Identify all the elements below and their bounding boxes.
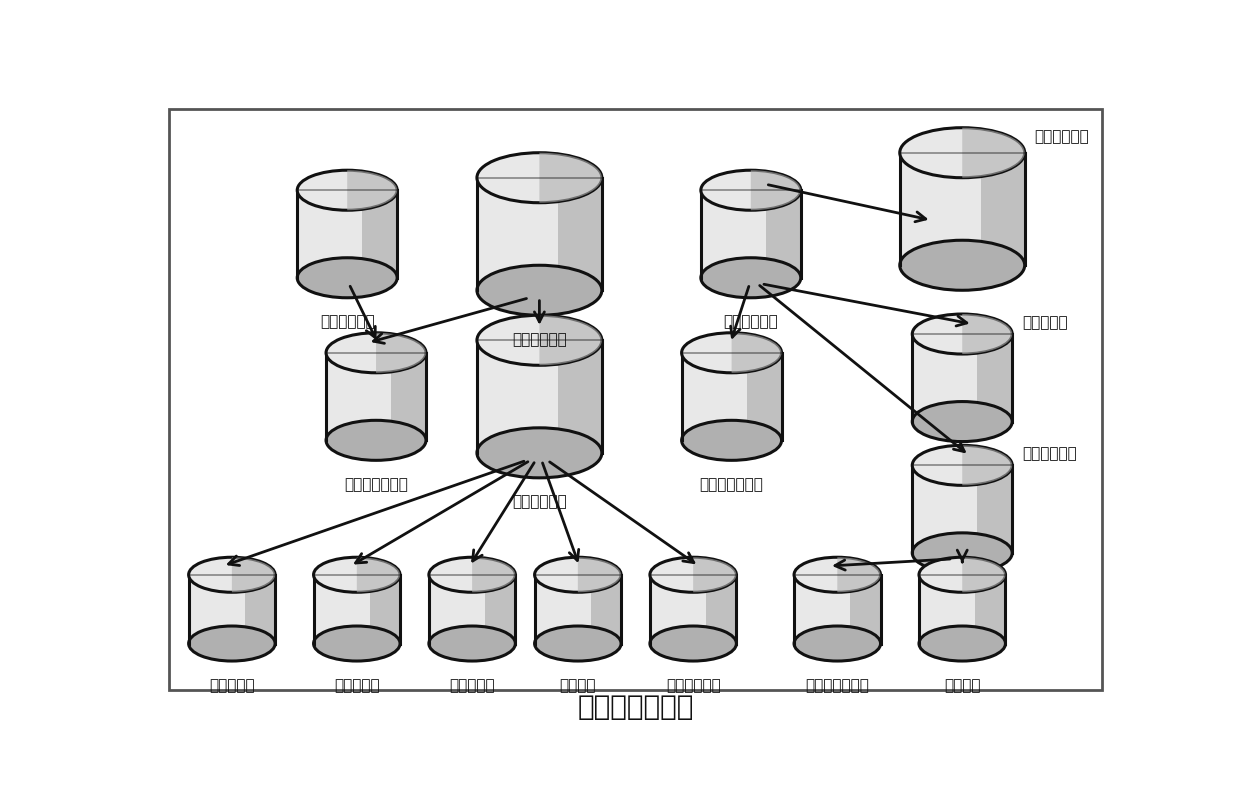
- Bar: [391, 354, 427, 440]
- Text: 预埋打孔参数: 预埋打孔参数: [1022, 446, 1076, 461]
- Ellipse shape: [298, 171, 397, 211]
- Polygon shape: [357, 557, 401, 593]
- Bar: [650, 575, 737, 644]
- Polygon shape: [693, 557, 737, 593]
- Text: 固定门结构: 固定门结构: [449, 677, 495, 692]
- Bar: [919, 575, 1006, 644]
- Ellipse shape: [650, 626, 737, 661]
- Text: 门体结构参数: 门体结构参数: [512, 494, 567, 508]
- Bar: [975, 575, 1006, 644]
- Bar: [326, 354, 427, 440]
- Ellipse shape: [477, 315, 601, 366]
- Bar: [485, 575, 516, 644]
- Ellipse shape: [919, 557, 1006, 593]
- Bar: [298, 191, 397, 278]
- Ellipse shape: [188, 626, 275, 661]
- Text: 应急门位置参数: 应急门位置参数: [699, 476, 764, 491]
- Bar: [188, 575, 275, 644]
- Bar: [429, 575, 516, 644]
- Ellipse shape: [477, 153, 601, 204]
- Ellipse shape: [913, 315, 1012, 354]
- Polygon shape: [837, 557, 880, 593]
- Bar: [558, 178, 601, 291]
- Text: 站台门框架参数: 站台门框架参数: [343, 476, 408, 491]
- Ellipse shape: [682, 421, 781, 461]
- Text: 门体布置参数: 门体布置参数: [512, 332, 567, 346]
- Bar: [244, 575, 275, 644]
- Ellipse shape: [650, 557, 737, 593]
- Text: 打孔参数: 打孔参数: [944, 677, 981, 692]
- Ellipse shape: [913, 402, 1012, 442]
- Ellipse shape: [701, 171, 801, 211]
- Bar: [701, 191, 801, 278]
- Text: 绝缘层参数: 绝缘层参数: [1022, 315, 1068, 329]
- Ellipse shape: [326, 333, 427, 373]
- Bar: [746, 354, 781, 440]
- Polygon shape: [376, 333, 427, 373]
- Polygon shape: [232, 557, 275, 593]
- Ellipse shape: [326, 421, 427, 461]
- Ellipse shape: [913, 533, 1012, 573]
- Ellipse shape: [794, 626, 880, 661]
- Bar: [977, 466, 1012, 553]
- Ellipse shape: [429, 557, 516, 593]
- Bar: [706, 575, 737, 644]
- Text: 端门结构: 端门结构: [559, 677, 596, 692]
- Text: 工程概况信息: 工程概况信息: [320, 314, 374, 329]
- Ellipse shape: [900, 241, 1024, 291]
- Ellipse shape: [701, 259, 801, 298]
- Polygon shape: [962, 557, 1006, 593]
- Polygon shape: [347, 171, 397, 211]
- Polygon shape: [578, 557, 621, 593]
- Ellipse shape: [534, 626, 621, 661]
- Polygon shape: [962, 315, 1012, 354]
- Text: 站台板顶梁参数: 站台板顶梁参数: [805, 677, 869, 692]
- Bar: [370, 575, 401, 644]
- Bar: [314, 575, 401, 644]
- Text: 顶箱盖板结构: 顶箱盖板结构: [666, 677, 720, 692]
- Ellipse shape: [682, 333, 781, 373]
- Polygon shape: [962, 446, 1012, 486]
- Bar: [477, 341, 601, 453]
- Polygon shape: [472, 557, 516, 593]
- Ellipse shape: [188, 557, 275, 593]
- Polygon shape: [539, 315, 601, 366]
- Text: 应急门结构: 应急门结构: [334, 677, 379, 692]
- Bar: [362, 191, 397, 278]
- Ellipse shape: [919, 626, 1006, 661]
- Bar: [590, 575, 621, 644]
- Polygon shape: [732, 333, 781, 373]
- Text: 数据库管理模块: 数据库管理模块: [578, 693, 693, 720]
- Bar: [851, 575, 880, 644]
- Ellipse shape: [298, 259, 397, 298]
- Bar: [766, 191, 801, 278]
- Ellipse shape: [314, 557, 401, 593]
- Bar: [477, 178, 601, 291]
- Bar: [913, 466, 1012, 553]
- Ellipse shape: [477, 428, 601, 478]
- Bar: [794, 575, 880, 644]
- Bar: [682, 354, 781, 440]
- Ellipse shape: [913, 446, 1012, 486]
- Ellipse shape: [534, 557, 621, 593]
- Ellipse shape: [477, 266, 601, 315]
- Bar: [534, 575, 621, 644]
- Polygon shape: [962, 128, 1024, 178]
- Bar: [913, 335, 1012, 422]
- Ellipse shape: [794, 557, 880, 593]
- Text: 建筑结构参数: 建筑结构参数: [723, 314, 779, 329]
- Bar: [900, 153, 1024, 266]
- Ellipse shape: [429, 626, 516, 661]
- Text: 站台平面参数: 站台平面参数: [1034, 128, 1089, 144]
- Ellipse shape: [314, 626, 401, 661]
- Ellipse shape: [900, 128, 1024, 178]
- Polygon shape: [751, 171, 801, 211]
- Bar: [977, 335, 1012, 422]
- Bar: [558, 341, 601, 453]
- Polygon shape: [539, 153, 601, 204]
- Text: 滑动门结构: 滑动门结构: [210, 677, 254, 692]
- Bar: [981, 153, 1024, 266]
